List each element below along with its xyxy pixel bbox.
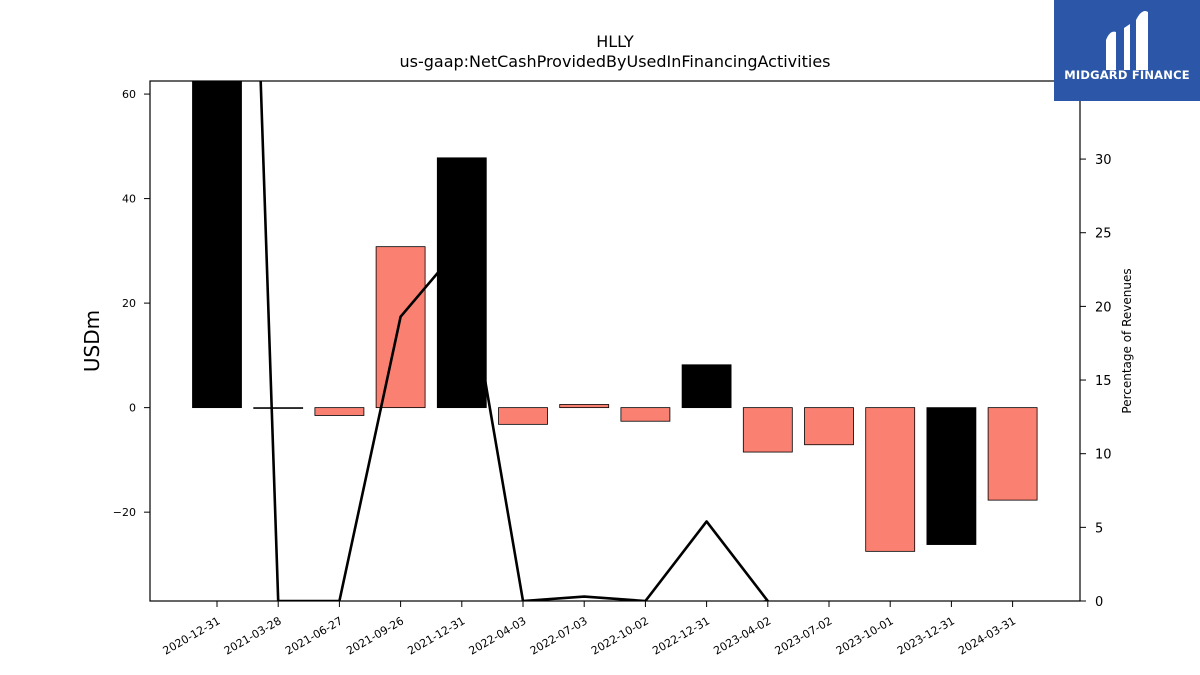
x-tick-label-2020-12-31: 2020-12-31	[161, 614, 223, 657]
bar-2022-04-03	[498, 407, 548, 425]
y2-tick-label-25: 25	[1095, 227, 1112, 242]
y-tick-label-40: 40	[122, 193, 136, 206]
x-tick-label-2022-07-03: 2022-07-03	[528, 614, 590, 657]
y-tick-label--20: −20	[113, 506, 136, 519]
plot-frame	[149, 80, 1081, 602]
bar-2021-03-28	[253, 407, 304, 409]
x-tick-label-2024-03-31: 2024-03-31	[956, 614, 1018, 657]
bar-2023-04-02	[742, 407, 793, 453]
x-tick-label-2023-12-31: 2023-12-31	[895, 614, 957, 657]
y-axis-label: USDm	[80, 310, 104, 372]
y2-tick-label-5: 5	[1095, 521, 1103, 536]
bar-2021-06-27	[314, 407, 365, 416]
y-tick-label-60: 60	[122, 88, 136, 101]
y2-axis-label: Percentage of Revenues	[1120, 268, 1134, 413]
x-tick-label-2023-04-02: 2023-04-02	[711, 614, 773, 657]
y2-tick-label-15: 15	[1095, 374, 1112, 389]
x-tick-label-2021-12-31: 2021-12-31	[405, 614, 467, 657]
bar-2023-10-01	[865, 407, 916, 552]
x-tick-label-2021-06-27: 2021-06-27	[283, 614, 345, 657]
bars-group	[192, 81, 1038, 552]
y2-tick-label-30: 30	[1095, 153, 1112, 168]
chart-subtitle: us-gaap:NetCashProvidedByUsedInFinancing…	[399, 52, 831, 71]
x-tick-label-2023-10-01: 2023-10-01	[834, 614, 896, 657]
bar-2023-12-31	[926, 407, 977, 545]
y2-tick-label-20: 20	[1095, 300, 1112, 315]
y-tick-label-20: 20	[122, 297, 136, 310]
chart-title: HLLY	[596, 32, 634, 51]
bar-2022-07-03	[559, 404, 610, 409]
bar-2020-12-31	[192, 81, 242, 409]
percentage-of-revenues-line	[259, 81, 770, 601]
x-tick-label-2022-10-02: 2022-10-02	[589, 614, 651, 657]
y-tick-label-0: 0	[129, 402, 136, 415]
y2-tick-label-10: 10	[1095, 448, 1112, 463]
bar-2022-12-31	[681, 364, 732, 409]
bar-2024-03-31	[987, 407, 1038, 501]
bar-2022-10-02	[620, 407, 671, 422]
logo-text: MIDGARD FINANCE	[1064, 68, 1190, 82]
x-tick-label-2021-03-28: 2021-03-28	[222, 614, 284, 657]
midgard-finance-logo: MIDGARD FINANCE	[1054, 0, 1200, 101]
x-tick-label-2022-04-03: 2022-04-03	[467, 614, 529, 657]
bar-2023-07-02	[804, 407, 854, 446]
y2-tick-label-0: 0	[1095, 595, 1103, 610]
x-tick-label-2022-12-31: 2022-12-31	[650, 614, 712, 657]
x-tick-label-2021-09-26: 2021-09-26	[344, 614, 406, 657]
x-tick-label-2023-07-02: 2023-07-02	[773, 614, 835, 657]
bar-2021-09-26	[375, 246, 426, 409]
logo-mark-icon	[1106, 11, 1148, 70]
bar-2021-12-31	[436, 157, 487, 409]
line-layer	[259, 81, 770, 601]
